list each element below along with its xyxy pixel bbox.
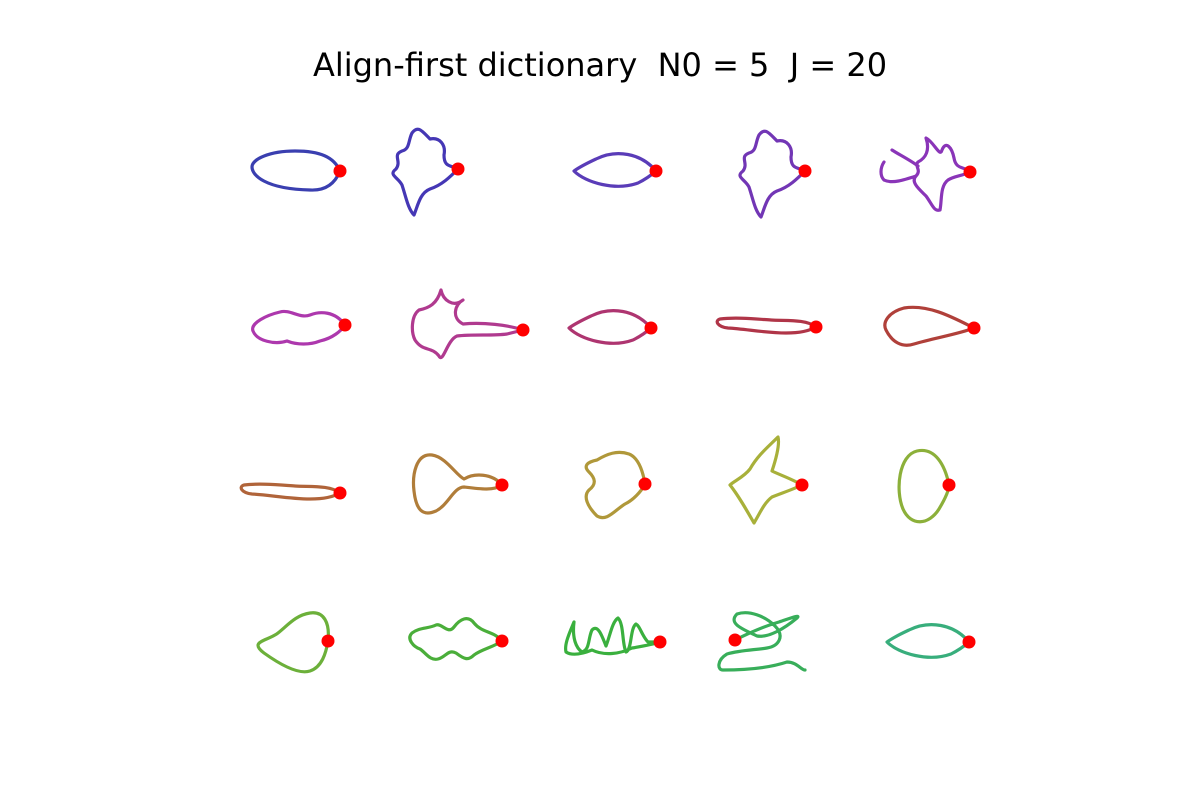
start-point-marker	[799, 165, 812, 178]
shape-contour	[241, 484, 340, 499]
dictionary-shape-18	[566, 618, 667, 654]
start-point-marker	[334, 487, 347, 500]
start-point-marker	[964, 166, 977, 179]
start-point-marker	[654, 636, 667, 649]
dictionary-shape-2	[393, 129, 465, 215]
start-point-marker	[322, 635, 335, 648]
start-point-marker	[968, 322, 981, 335]
dictionary-shape-5	[881, 138, 977, 210]
dictionary-shape-12	[414, 455, 509, 513]
start-point-marker	[810, 321, 823, 334]
shape-contour	[410, 619, 502, 660]
dictionary-shape-10	[885, 307, 981, 345]
dictionary-shape-8	[569, 311, 658, 344]
shape-contour	[740, 131, 805, 217]
dictionary-shape-7	[412, 290, 529, 358]
start-point-marker	[729, 634, 742, 647]
shape-contour	[885, 307, 974, 345]
dictionary-shape-1	[252, 151, 347, 190]
start-point-marker	[943, 479, 956, 492]
dictionary-shape-20	[887, 625, 976, 658]
dictionary-shape-14	[730, 437, 809, 523]
start-point-marker	[452, 163, 465, 176]
shape-contour	[414, 455, 502, 513]
start-point-marker	[496, 479, 509, 492]
start-point-marker	[796, 479, 809, 492]
shape-contour	[586, 452, 645, 517]
start-point-marker	[639, 478, 652, 491]
shape-contour	[412, 290, 523, 358]
shape-contour	[881, 138, 970, 210]
shape-contour	[887, 625, 969, 658]
dictionary-shape-3	[574, 154, 663, 187]
shape-contour	[252, 151, 340, 190]
shape-contour	[899, 450, 949, 521]
start-point-marker	[496, 635, 509, 648]
start-point-marker	[339, 319, 352, 332]
shape-contour	[258, 613, 328, 672]
dictionary-shape-6	[253, 311, 352, 344]
shape-contour	[717, 318, 816, 333]
dictionary-shape-9	[717, 318, 822, 333]
dictionary-shape-19	[719, 613, 805, 670]
shape-contour	[566, 618, 660, 654]
shape-contour	[574, 154, 656, 187]
dictionary-shape-16	[258, 613, 334, 672]
dictionary-shape-15	[899, 450, 955, 521]
start-point-marker	[334, 165, 347, 178]
dictionary-shape-4	[740, 131, 812, 217]
start-point-marker	[963, 636, 976, 649]
shape-contour	[393, 129, 458, 215]
shape-contour	[253, 311, 345, 344]
shape-contour	[569, 311, 651, 344]
dictionary-shape-11	[241, 484, 346, 499]
dictionary-shape-17	[410, 619, 509, 660]
shape-contour	[730, 437, 802, 523]
start-point-marker	[650, 165, 663, 178]
start-point-marker	[645, 322, 658, 335]
start-point-marker	[517, 324, 530, 337]
dictionary-shape-13	[586, 452, 651, 517]
